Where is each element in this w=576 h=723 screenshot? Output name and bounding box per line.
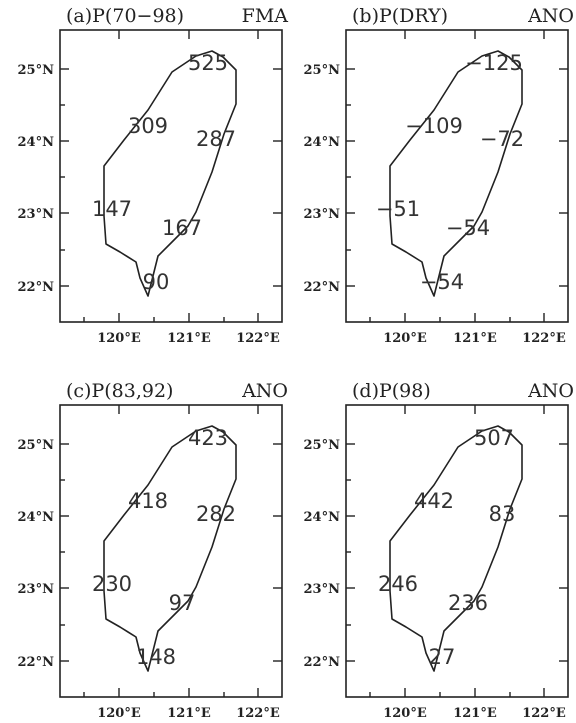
x-tick-label: 122°E: [522, 706, 566, 721]
x-tick-label: 122°E: [522, 331, 566, 346]
panel-d: (d)P(98) ANO 120°E 121°E 122°E 25°N 24°N 23°N 22…: [304, 380, 574, 721]
panel-subtitle: ANO: [527, 5, 574, 27]
precip-value-northwest: 309: [128, 114, 168, 138]
x-tick-label: 120°E: [383, 331, 427, 346]
panel-c: (c)P(83,92) ANO 120°E 121°E 122°E 25°N 24°N 23°…: [18, 380, 288, 721]
map-frame: [345, 29, 569, 323]
precip-value-north: 525: [188, 51, 228, 75]
panel-a: (a)P(70−98) FMA 120°E 121°E 122°E 25°N 24°N 23°…: [18, 5, 289, 346]
y-tick-label: 24°N: [304, 135, 341, 150]
precip-value-southeast: 167: [162, 216, 202, 240]
precip-value-south: 90: [143, 270, 170, 294]
x-tick-label: 121°E: [167, 706, 211, 721]
precip-value-south: −54: [420, 270, 464, 294]
y-tick-label: 23°N: [304, 207, 341, 222]
precip-value-north: 423: [188, 426, 228, 450]
precip-value-north: −125: [465, 51, 523, 75]
panel-subtitle: FMA: [242, 5, 289, 27]
precip-value-west: 246: [378, 572, 418, 596]
precip-value-east: 282: [196, 502, 236, 526]
map-frame: [59, 29, 283, 323]
taiwan-coastline: [389, 50, 523, 297]
precip-value-east: 287: [196, 127, 236, 151]
precip-value-southeast: 236: [448, 591, 488, 615]
panel-subtitle: ANO: [241, 380, 288, 402]
y-tick-label: 22°N: [304, 280, 341, 295]
map-frame: [59, 404, 283, 698]
precip-value-east: −72: [480, 127, 524, 151]
precip-value-west: 230: [92, 572, 132, 596]
precip-value-west: 147: [92, 197, 132, 221]
precip-value-north: 507: [474, 426, 514, 450]
y-tick-label: 22°N: [304, 655, 341, 670]
precip-value-south: 27: [429, 645, 456, 669]
panel-title: (d)P(98): [352, 380, 431, 402]
x-tick-label: 121°E: [453, 706, 497, 721]
x-tick-label: 120°E: [97, 706, 141, 721]
y-tick-label: 22°N: [18, 280, 55, 295]
x-tick-label: 122°E: [236, 706, 280, 721]
precip-value-northwest: 442: [414, 489, 454, 513]
panel-title: (a)P(70−98): [66, 5, 184, 27]
y-tick-label: 22°N: [18, 655, 55, 670]
precip-value-northwest: 418: [128, 489, 168, 513]
taiwan-coastline: [103, 50, 237, 297]
panel-title: (c)P(83,92): [66, 380, 173, 402]
x-tick-label: 121°E: [167, 331, 211, 346]
precip-value-southeast: 97: [169, 591, 196, 615]
y-tick-label: 25°N: [304, 438, 341, 453]
precip-value-east: 83: [489, 502, 516, 526]
taiwan-coastline: [103, 425, 237, 672]
precip-value-northwest: −109: [405, 114, 463, 138]
y-tick-label: 24°N: [18, 510, 55, 525]
x-tick-label: 120°E: [97, 331, 141, 346]
y-tick-label: 25°N: [18, 438, 55, 453]
y-tick-label: 24°N: [18, 135, 55, 150]
y-tick-label: 25°N: [304, 63, 341, 78]
map-frame: [345, 404, 569, 698]
y-tick-label: 23°N: [304, 582, 341, 597]
panel-title: (b)P(DRY): [352, 5, 448, 27]
y-tick-label: 23°N: [18, 582, 55, 597]
panel-b: (b)P(DRY) ANO 120°E 121°E 122°E 25°N 24°N 23°N 2…: [304, 5, 574, 346]
y-tick-label: 24°N: [304, 510, 341, 525]
precip-value-south: 148: [136, 645, 176, 669]
precip-value-southeast: −54: [446, 216, 490, 240]
x-tick-label: 122°E: [236, 331, 280, 346]
y-tick-label: 23°N: [18, 207, 55, 222]
x-tick-label: 120°E: [383, 706, 427, 721]
x-tick-label: 121°E: [453, 331, 497, 346]
precip-value-west: −51: [376, 197, 420, 221]
panel-subtitle: ANO: [527, 380, 574, 402]
taiwan-coastline: [389, 425, 523, 672]
y-tick-label: 25°N: [18, 63, 55, 78]
